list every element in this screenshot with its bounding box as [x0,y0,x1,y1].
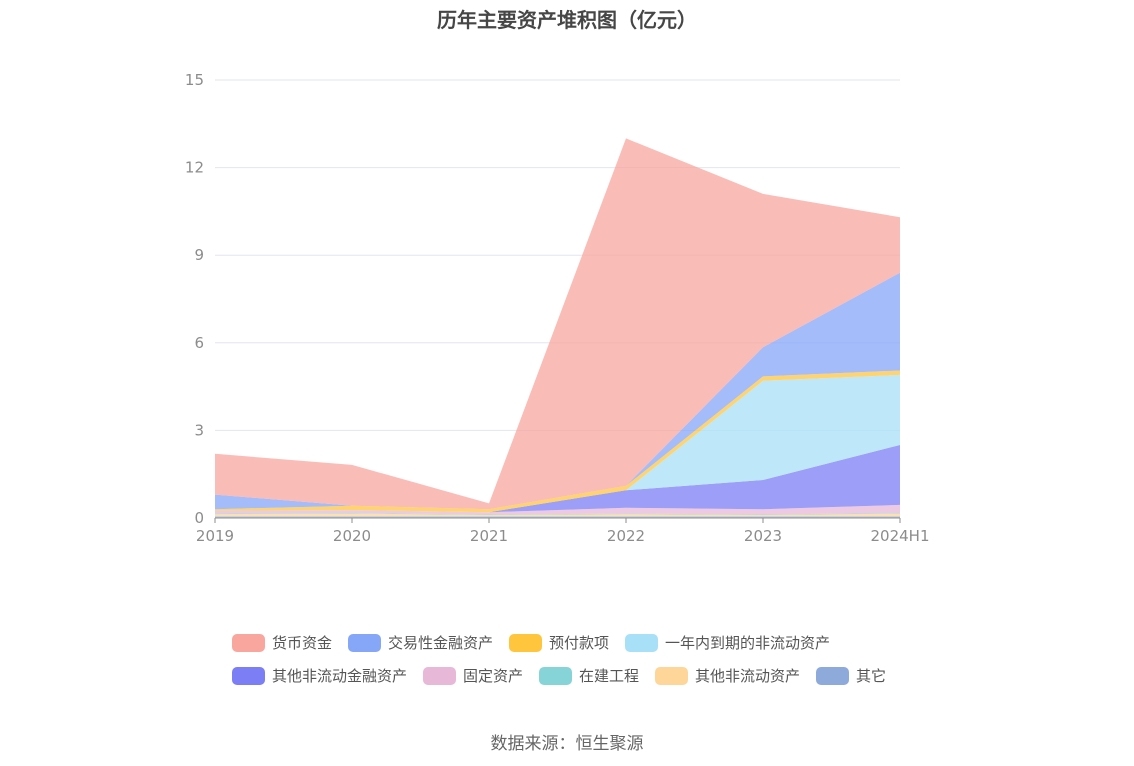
x-tick-label: 2019 [196,527,234,545]
x-tick-label: 2021 [470,527,508,545]
y-tick-label: 3 [194,421,204,439]
x-tick-label: 2023 [744,527,782,545]
legend-label: 其它 [856,667,886,685]
y-tick-label: 0 [194,509,204,527]
legend-label: 货币资金 [272,634,332,652]
y-tick-label: 9 [194,246,204,264]
legend-swatch [348,634,381,652]
legend-label: 其他非流动金融资产 [272,667,407,685]
x-tick-label: 2022 [607,527,645,545]
series-area-6 [215,370,900,513]
legend-swatch [232,634,265,652]
legend-swatch [509,634,542,652]
legend-item[interactable]: 其他非流动金融资产 [232,667,407,685]
y-tick-label: 12 [185,159,204,177]
series-area-3 [215,504,900,515]
legend-label: 固定资产 [463,667,523,685]
legend-item[interactable]: 预付款项 [509,634,609,652]
legend-item[interactable]: 货币资金 [232,634,332,652]
legend-item[interactable]: 在建工程 [539,667,639,685]
data-source-note: 数据来源：恒生聚源 [490,734,644,754]
series-area-4 [215,445,900,513]
series-area-1 [215,513,900,517]
y-tick-label: 6 [194,334,204,352]
legend-item[interactable]: 其他非流动资产 [655,667,800,685]
legend-swatch [539,667,572,685]
y-tick-label: 15 [185,71,204,89]
legend-item[interactable]: 固定资产 [423,667,523,685]
axes: 0 3 6 9 12 15 2019 2020 2021 2022 2023 2024H1 [185,71,930,545]
legend-label: 一年内到期的非流动资产 [665,634,830,652]
x-tick-label: 2020 [333,527,371,545]
chart-title: 历年主要资产堆积图（亿元） [437,8,697,32]
legend-swatch [816,667,849,685]
legend-item[interactable]: 其它 [816,667,886,685]
area-series-group [215,138,900,518]
legend-label: 预付款项 [549,634,609,652]
legend-item[interactable]: 一年内到期的非流动资产 [625,634,830,652]
legend-label: 在建工程 [579,667,639,685]
legend-item[interactable]: 交易性金融资产 [348,634,493,652]
legend-swatch [625,634,658,652]
legend-swatch [423,667,456,685]
series-area-5 [215,374,900,513]
x-tick-label: 2024H1 [871,527,930,545]
series-area-8 [215,138,900,510]
legend-swatch [655,667,688,685]
legend-label: 其他非流动资产 [695,667,800,685]
legend-label: 交易性金融资产 [388,634,493,652]
legend-swatch [232,667,265,685]
